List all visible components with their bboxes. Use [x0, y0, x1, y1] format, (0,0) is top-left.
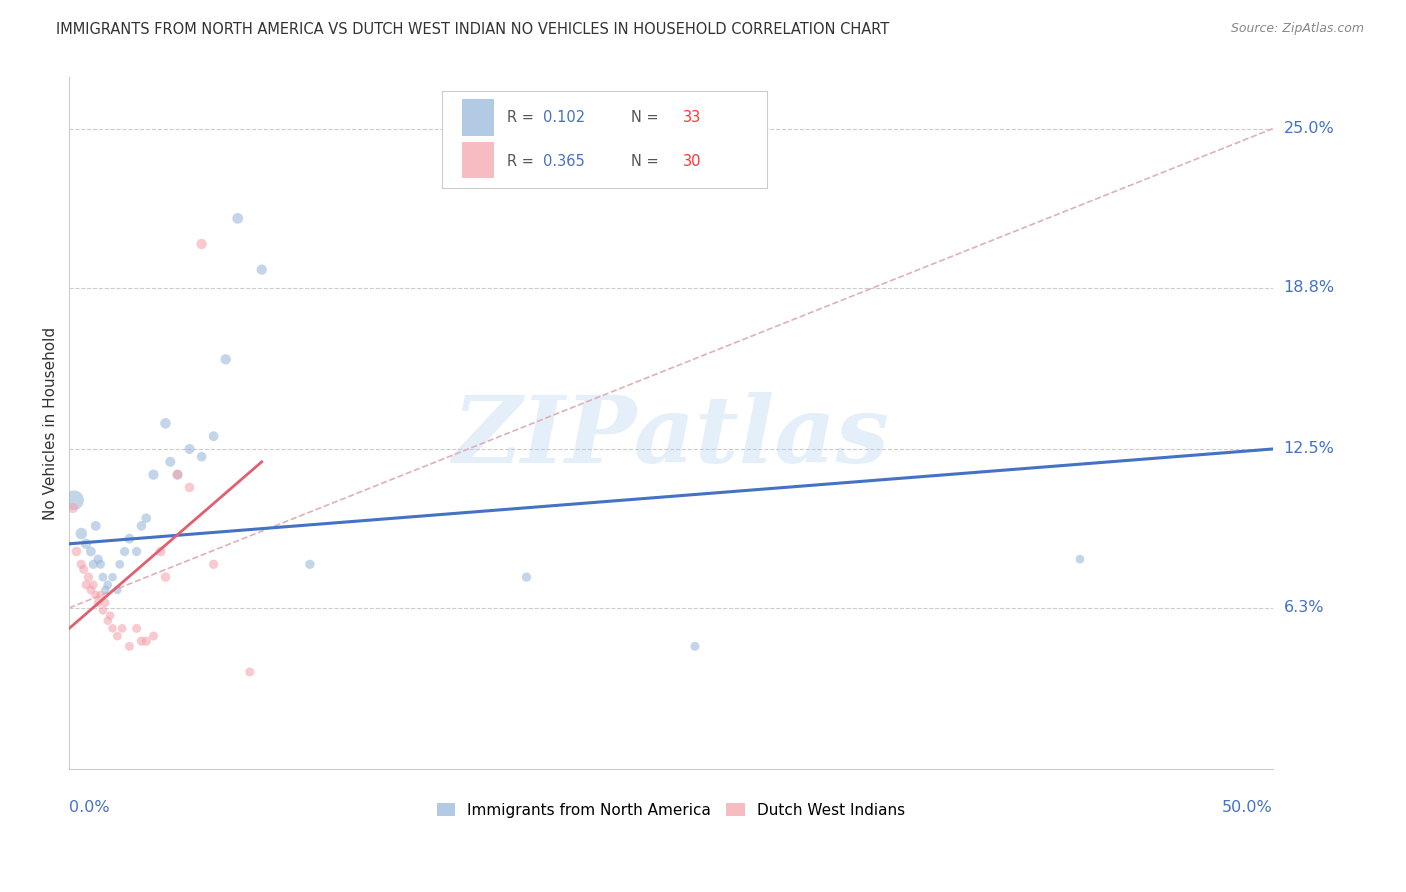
- Point: [94, 582, 117, 597]
- Text: 25.0%: 25.0%: [1284, 121, 1334, 136]
- Point: [62, 500, 84, 515]
- Point: [65, 544, 87, 558]
- Point: [135, 634, 157, 648]
- Point: [239, 665, 262, 679]
- Point: [105, 629, 128, 643]
- Point: [179, 480, 201, 494]
- Point: [166, 467, 188, 482]
- Point: [105, 582, 128, 597]
- Point: [118, 532, 141, 546]
- Point: [91, 570, 114, 584]
- Point: [63, 493, 86, 508]
- Point: [94, 596, 117, 610]
- Point: [84, 519, 107, 533]
- Point: [135, 511, 157, 525]
- Point: [87, 552, 110, 566]
- Point: [89, 558, 111, 572]
- Point: [515, 570, 537, 584]
- Text: 0.0%: 0.0%: [69, 800, 110, 815]
- Point: [190, 450, 212, 464]
- Point: [118, 640, 141, 654]
- Point: [75, 578, 97, 592]
- Point: [155, 417, 177, 431]
- Point: [125, 621, 148, 635]
- Point: [683, 640, 706, 654]
- Point: [98, 608, 121, 623]
- Text: ZIPatlas: ZIPatlas: [453, 392, 890, 483]
- Point: [190, 237, 212, 252]
- Point: [108, 558, 131, 572]
- Point: [101, 570, 124, 584]
- Point: [97, 614, 120, 628]
- Point: [97, 578, 120, 592]
- Text: Source: ZipAtlas.com: Source: ZipAtlas.com: [1230, 22, 1364, 36]
- Point: [75, 537, 97, 551]
- Point: [226, 211, 249, 226]
- Point: [101, 621, 124, 635]
- Text: 12.5%: 12.5%: [1284, 442, 1334, 457]
- Text: 6.3%: 6.3%: [1284, 600, 1324, 615]
- Point: [89, 588, 111, 602]
- Point: [250, 262, 273, 277]
- Point: [155, 570, 177, 584]
- Text: IMMIGRANTS FROM NORTH AMERICA VS DUTCH WEST INDIAN NO VEHICLES IN HOUSEHOLD CORR: IMMIGRANTS FROM NORTH AMERICA VS DUTCH W…: [56, 22, 890, 37]
- Point: [114, 544, 136, 558]
- Point: [298, 558, 321, 572]
- Y-axis label: No Vehicles in Household: No Vehicles in Household: [44, 326, 58, 520]
- Point: [91, 603, 114, 617]
- Point: [1069, 552, 1091, 566]
- Point: [202, 429, 225, 443]
- Point: [84, 588, 107, 602]
- Legend: Immigrants from North America, Dutch West Indians: Immigrants from North America, Dutch Wes…: [430, 797, 911, 824]
- Point: [131, 519, 153, 533]
- Point: [166, 467, 188, 482]
- Point: [77, 570, 100, 584]
- Point: [73, 562, 96, 576]
- Point: [131, 634, 153, 648]
- Point: [80, 582, 103, 597]
- Point: [142, 629, 165, 643]
- Point: [82, 558, 104, 572]
- Point: [149, 544, 172, 558]
- Point: [125, 544, 148, 558]
- Point: [214, 352, 236, 367]
- Point: [87, 596, 110, 610]
- Point: [179, 442, 201, 456]
- Point: [159, 455, 181, 469]
- Point: [111, 621, 134, 635]
- Point: [70, 558, 93, 572]
- Point: [142, 467, 165, 482]
- Point: [82, 578, 104, 592]
- Point: [202, 558, 225, 572]
- Point: [80, 544, 103, 558]
- Point: [70, 526, 93, 541]
- Text: 50.0%: 50.0%: [1222, 800, 1272, 815]
- Text: 18.8%: 18.8%: [1284, 280, 1334, 295]
